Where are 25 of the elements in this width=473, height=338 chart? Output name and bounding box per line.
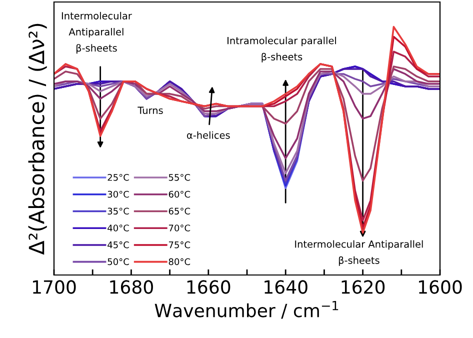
legend-label: 35°C	[108, 208, 129, 215]
annotation: Intramolecular parallel β-sheets	[228, 36, 336, 62]
legend-label: 40°C	[108, 224, 129, 232]
y-axis-title: Δ²(Absorbance) / (Δν²)	[28, 24, 47, 255]
x-tick-label: 1640	[264, 280, 308, 294]
annotation: Turns	[138, 106, 163, 114]
x-tick-label: 1660	[187, 280, 230, 294]
legend-label: 45°C	[108, 241, 129, 248]
x-tick-label: 1600	[419, 280, 462, 294]
legend-label: 25°C	[108, 174, 129, 181]
legend-label: 30°C	[108, 190, 129, 198]
x-axis-title: Wavenumber / cm$^{−1}$	[154, 300, 338, 319]
legend-label: 80°C	[168, 258, 190, 266]
legend-label: 65°C	[168, 208, 190, 215]
annotation: Intermolecular Antiparallel β-sheets	[62, 12, 132, 54]
legend-label: 70°C	[168, 224, 190, 232]
x-tick-label: 1620	[342, 280, 385, 294]
legend-label: 55°C	[168, 174, 190, 181]
x-tick-label: 1680	[110, 280, 153, 294]
legend-label: 75°C	[168, 241, 190, 248]
annotation: α-helices	[187, 131, 230, 139]
legend-label: 50°C	[108, 258, 129, 266]
annotation: Intermolecular Antiparallel β-sheets	[295, 240, 423, 266]
legend-label: 60°C	[168, 190, 190, 198]
x-tick-label: 1700	[33, 280, 76, 294]
